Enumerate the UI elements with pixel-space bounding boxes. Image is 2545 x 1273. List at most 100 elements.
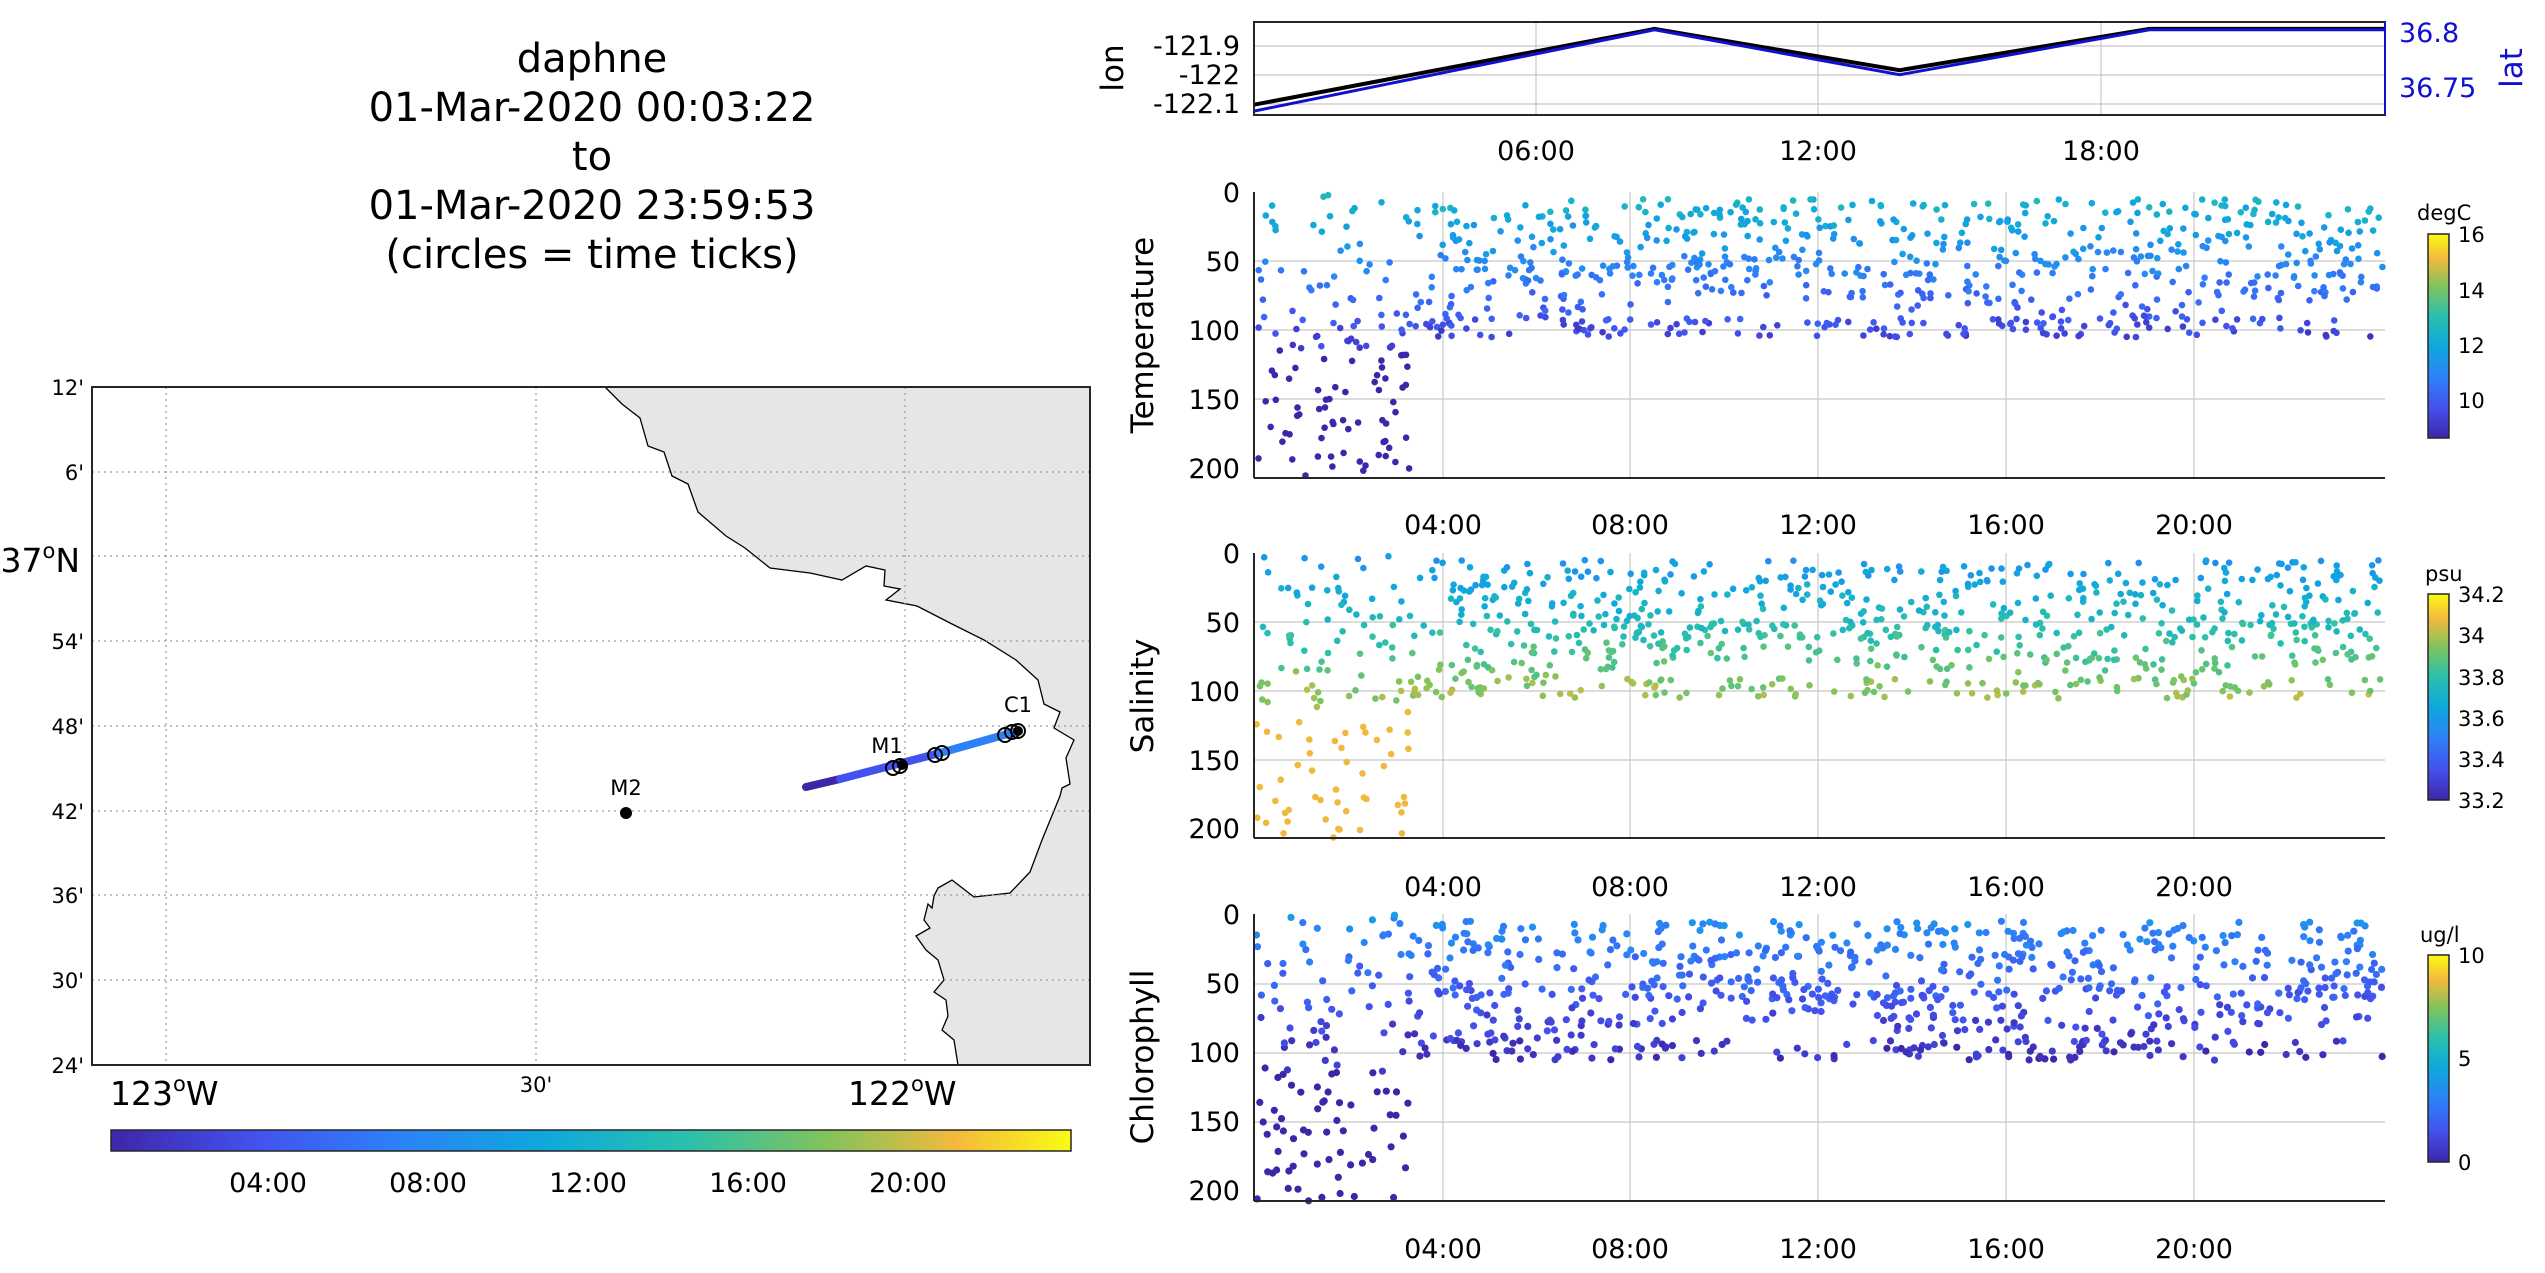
temperature-point: [2122, 301, 2129, 309]
temperature-point: [2095, 234, 2102, 241]
salinity-point: [1401, 800, 1409, 807]
salinity-point: [2300, 564, 2308, 571]
temperature-point: [1428, 284, 1435, 291]
lon-label-30: 30': [520, 1073, 553, 1097]
salinity-point: [2014, 650, 2021, 657]
salinity-point: [2096, 674, 2103, 681]
salinity-point: [2019, 688, 2027, 695]
salinity-point: [1452, 675, 1459, 682]
temperature-point: [1356, 240, 1364, 248]
chlorophyll-point: [1470, 1022, 1478, 1030]
chlorophyll-point: [1658, 1019, 1666, 1028]
temperature-point: [1565, 260, 1573, 267]
chlorophyll-point: [2238, 1012, 2246, 1020]
chlorophyll-point: [1754, 978, 1762, 986]
salinity-point: [1571, 694, 1579, 701]
salinity-point: [2193, 621, 2201, 628]
salinity-point: [1359, 723, 1367, 731]
temperature-point: [1598, 291, 1606, 298]
temperature-point: [1320, 193, 1327, 200]
temperature-point: [1569, 222, 1577, 229]
temperature-point: [1726, 261, 1734, 268]
temperature-point: [2294, 203, 2302, 210]
chlorophyll-point: [1873, 946, 1881, 954]
salinity-point: [1626, 585, 1633, 593]
chlorophyll-point: [2227, 1008, 2235, 1016]
chlorophyll-point: [2097, 926, 2105, 934]
salinity-point: [2032, 621, 2040, 628]
chlorophyll-point: [1801, 1004, 1809, 1012]
chlorophyll-point: [1853, 991, 1861, 999]
salinity-point: [2224, 662, 2231, 669]
temperature-point: [2070, 248, 2077, 256]
temperature-point: [1438, 327, 1445, 335]
temperature-point: [2103, 249, 2111, 256]
temperature-xtick: 12:00: [1779, 510, 1857, 541]
chlorophyll-point: [1984, 1018, 1992, 1026]
salinity-point: [1721, 627, 1729, 635]
temperature-point: [2348, 245, 2356, 252]
salinity-point: [1874, 662, 1881, 669]
chlorophyll-point: [1432, 921, 1440, 930]
chlorophyll-point: [2081, 939, 2089, 947]
temperature-point: [1587, 325, 1594, 332]
temperature-point: [1856, 240, 1864, 247]
temperature-point: [1414, 206, 1421, 214]
chlorophyll-point: [1696, 926, 1704, 935]
salinity-point: [2084, 678, 2091, 685]
salinity-point: [1581, 646, 1589, 653]
temperature-point: [1259, 296, 1267, 304]
chlorophyll-point: [1484, 949, 1492, 957]
chlorophyll-point: [1692, 1037, 1701, 1045]
chlorophyll-point: [1939, 940, 1947, 949]
salinity-point: [1860, 608, 1867, 615]
temperature-point: [1611, 233, 1618, 240]
temperature-point: [1453, 265, 1460, 273]
salinity-point: [1387, 750, 1395, 758]
salinity-point: [1667, 676, 1675, 684]
chlorophyll-point: [2010, 990, 2018, 998]
chlorophyll-point: [1456, 982, 1464, 990]
temperature-point: [2233, 316, 2241, 323]
temperature-point: [2141, 270, 2149, 278]
salinity-point: [2235, 598, 2243, 606]
temperature-point: [1914, 287, 1922, 294]
salinity-point: [1915, 607, 1923, 614]
temperature-point: [1965, 288, 1972, 295]
salinity-point: [2026, 651, 2034, 658]
temperature-point: [1321, 424, 1328, 432]
chlorophyll-point: [1396, 920, 1404, 928]
temperature-point: [1710, 230, 1718, 238]
salinity-point: [1882, 626, 1890, 634]
chlorophyll-point: [1553, 1036, 1561, 1044]
chlorophyll-point: [1313, 1083, 1321, 1091]
chlorophyll-point: [1676, 962, 1684, 971]
chlorophyll-point: [1808, 990, 1816, 998]
salinity-point: [1729, 585, 1737, 593]
salinity-point: [2238, 637, 2246, 644]
salinity-point: [1932, 623, 1939, 631]
salinity-point: [2361, 676, 2369, 684]
temperature-point: [1728, 283, 1735, 291]
salinity-point: [1623, 617, 1631, 625]
chlorophyll-point: [2339, 1037, 2347, 1045]
temperature-point: [1927, 294, 1934, 302]
chlorophyll-point: [1776, 922, 1784, 930]
temperature-point: [1489, 247, 1497, 255]
salinity-point: [1607, 568, 1614, 576]
temperature-point: [1919, 203, 1926, 210]
temperature-point: [2344, 206, 2352, 213]
salinity-point: [2215, 668, 2223, 676]
chlorophyll-point: [1533, 1034, 1541, 1042]
chlorophyll-point: [1389, 1020, 1397, 1028]
salinity-point: [1376, 641, 1383, 649]
temperature-point: [1752, 265, 1760, 272]
salinity-point: [1973, 641, 1980, 649]
temperature-point: [2013, 315, 2020, 323]
chlorophyll-point: [1851, 957, 1859, 965]
chlorophyll-point: [1942, 985, 1950, 993]
salinity-point: [1678, 590, 1685, 597]
salinity-point: [1523, 682, 1531, 690]
salinity-point: [1474, 685, 1482, 692]
chlorophyll-point: [1568, 1047, 1576, 1055]
